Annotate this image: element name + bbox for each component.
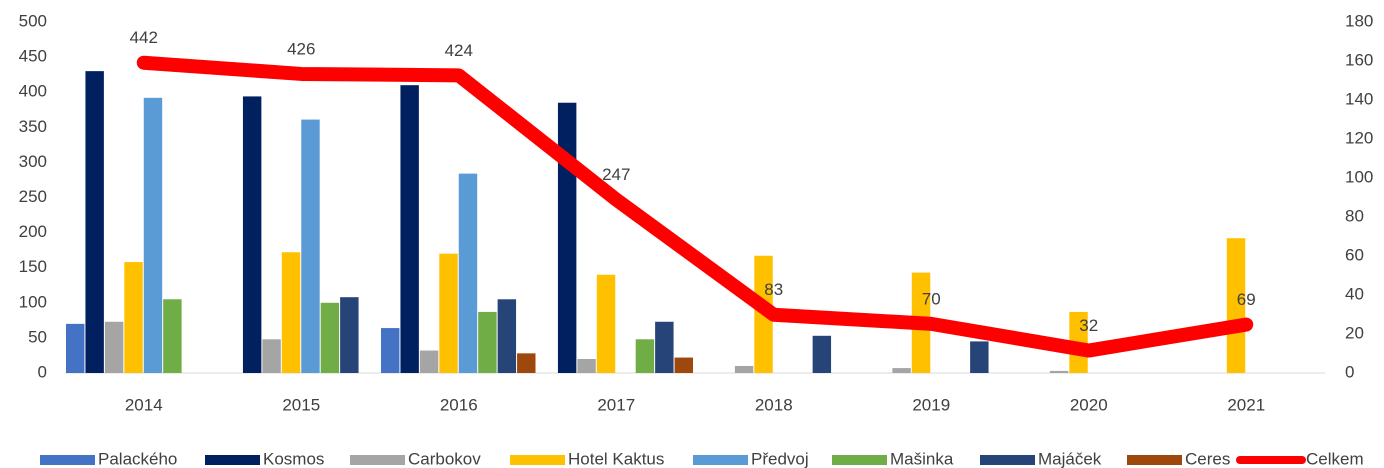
y2-tick-label: 120 (1345, 128, 1373, 147)
bar (439, 253, 458, 373)
bar (557, 102, 577, 373)
data-label: 83 (764, 280, 783, 299)
y-tick-label: 50 (28, 327, 47, 346)
line (136, 55, 1254, 358)
y-tick-label: 350 (19, 117, 47, 136)
y-tick-label: 0 (38, 362, 47, 381)
y2-tick-label: 140 (1345, 89, 1373, 108)
bar (478, 311, 497, 373)
bar (66, 323, 85, 373)
legend-label: Carbokov (408, 449, 481, 468)
y2-tick-label: 180 (1345, 11, 1373, 30)
bar (635, 339, 655, 373)
y-tick-label: 450 (19, 47, 47, 66)
data-label: 247 (602, 165, 630, 184)
legend-swatch (205, 455, 260, 465)
legend-swatch (832, 455, 887, 465)
legend-label: Majáček (1038, 449, 1102, 468)
bar (143, 97, 163, 373)
bar (124, 262, 143, 373)
bar (320, 302, 340, 373)
bar (262, 339, 281, 373)
bar (970, 341, 989, 373)
y-tick-label: 500 (19, 11, 47, 30)
y2-tick-label: 160 (1345, 50, 1373, 69)
y-tick-label: 250 (19, 187, 47, 206)
legend-swatch (40, 455, 95, 465)
bar (340, 297, 359, 373)
legend-label: Předvoj (751, 449, 809, 468)
legend-label: Celkem (1306, 449, 1364, 468)
data-label: 442 (130, 28, 158, 47)
y-tick-label: 300 (19, 152, 47, 171)
bar (1226, 238, 1246, 373)
data-label: 426 (287, 39, 315, 58)
y2-tick-label: 100 (1345, 167, 1373, 186)
legend-swatch (350, 455, 405, 465)
y2-tick-label: 40 (1345, 284, 1364, 303)
y2-tick-label: 0 (1345, 362, 1354, 381)
bar (400, 85, 419, 374)
legend-label: Kosmos (263, 449, 324, 468)
data-label: 70 (922, 289, 941, 308)
bar (596, 274, 616, 373)
y2-tick-label: 20 (1345, 323, 1364, 342)
x-tick-label: 2016 (440, 395, 478, 414)
bar (655, 321, 674, 373)
y2-tick-label: 60 (1345, 245, 1364, 264)
bar (242, 96, 262, 374)
bar (281, 252, 301, 373)
bar (301, 119, 320, 373)
x-tick-label: 2014 (125, 395, 163, 414)
bar (458, 173, 478, 373)
x-tick-label: 2017 (597, 395, 635, 414)
legend-swatch (980, 455, 1035, 465)
bar (1049, 370, 1069, 373)
bar (419, 350, 439, 373)
bar (517, 353, 536, 373)
bar (674, 357, 693, 373)
y-tick-label: 100 (19, 292, 47, 311)
data-label: 32 (1079, 316, 1098, 335)
y-tick-label: 400 (19, 82, 47, 101)
bar (577, 358, 596, 373)
x-tick-label: 2015 (282, 395, 320, 414)
data-label: 424 (445, 41, 473, 60)
bar (104, 321, 124, 373)
legend-swatch (510, 455, 565, 465)
legend-label: Hotel Kaktus (568, 449, 664, 468)
legend-label: Ceres (1185, 449, 1230, 468)
bar (85, 71, 104, 373)
y-tick-label: 150 (19, 257, 47, 276)
legend-label: Palackého (98, 449, 177, 468)
x-tick-label: 2019 (912, 395, 950, 414)
y-tick-label: 200 (19, 222, 47, 241)
bar (163, 299, 182, 373)
bar (381, 328, 400, 373)
bar (497, 299, 517, 373)
legend-swatch (693, 455, 748, 465)
data-label: 69 (1237, 290, 1256, 309)
x-tick-label: 2018 (755, 395, 793, 414)
x-tick-label: 2020 (1070, 395, 1108, 414)
x-tick-label: 2021 (1227, 395, 1265, 414)
y2-tick-label: 80 (1345, 206, 1364, 225)
legend-label: Mašinka (890, 449, 954, 468)
bar (812, 335, 832, 373)
bar (734, 365, 754, 373)
bar (892, 368, 911, 373)
legend-swatch (1127, 455, 1182, 465)
